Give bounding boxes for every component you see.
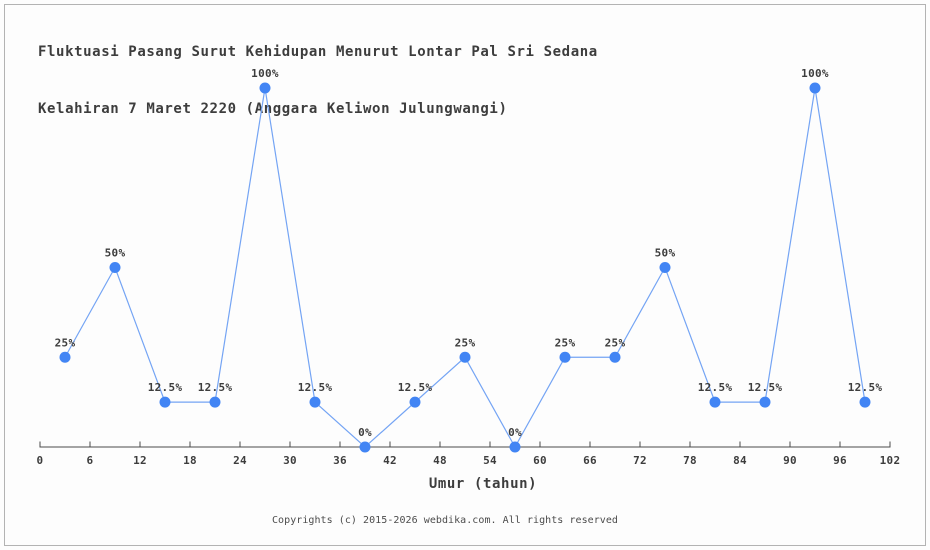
x-axis-tick-label: 48 bbox=[433, 454, 447, 467]
data-point-label: 100% bbox=[801, 67, 829, 80]
x-axis-tick-label: 102 bbox=[880, 454, 901, 467]
x-axis-tick-label: 84 bbox=[733, 454, 747, 467]
data-point-label: 50% bbox=[105, 247, 126, 260]
x-axis-tick-label: 36 bbox=[333, 454, 347, 467]
chart-title-line-2: Kelahiran 7 Maret 2220 (Anggara Keliwon … bbox=[38, 101, 508, 117]
data-point-label: 12.5% bbox=[398, 381, 433, 394]
x-axis-label: Umur (tahun) bbox=[428, 476, 538, 492]
data-point bbox=[859, 396, 871, 408]
data-point bbox=[509, 441, 521, 453]
data-point-label: 12.5% bbox=[148, 381, 183, 394]
data-point bbox=[809, 82, 821, 94]
data-point bbox=[759, 396, 771, 408]
data-point-label: 0% bbox=[358, 426, 372, 439]
data-point-label: 100% bbox=[251, 67, 279, 80]
x-axis-tick-label: 18 bbox=[183, 454, 197, 467]
chart-title: Fluktuasi Pasang Surut Kehidupan Menurut… bbox=[38, 5, 598, 157]
data-point-label: 50% bbox=[655, 247, 676, 260]
data-point-label: 12.5% bbox=[748, 381, 783, 394]
data-point-label: 12.5% bbox=[698, 381, 733, 394]
x-axis-tick-label: 54 bbox=[483, 454, 497, 467]
data-point bbox=[659, 262, 671, 273]
data-point-label: 25% bbox=[455, 336, 476, 349]
data-point bbox=[209, 396, 221, 408]
x-axis-tick-label: 12 bbox=[133, 454, 147, 467]
data-point bbox=[409, 396, 421, 408]
x-axis-tick-label: 0 bbox=[37, 454, 44, 467]
x-axis-tick-label: 30 bbox=[283, 454, 297, 467]
x-axis-tick-label: 6 bbox=[87, 454, 94, 467]
data-point bbox=[459, 351, 471, 363]
data-point bbox=[559, 351, 571, 363]
data-point-label: 12.5% bbox=[198, 381, 233, 394]
data-point bbox=[609, 351, 621, 363]
data-point bbox=[59, 351, 71, 363]
copyright-footer: Copyrights (c) 2015-2026 webdika.com. Al… bbox=[271, 515, 619, 526]
x-axis-tick-label: 78 bbox=[683, 454, 697, 467]
data-point bbox=[359, 441, 371, 453]
data-point-label: 12.5% bbox=[298, 381, 333, 394]
chart-title-line-1: Fluktuasi Pasang Surut Kehidupan Menurut… bbox=[38, 44, 598, 60]
data-point bbox=[309, 396, 321, 408]
data-point-label: 12.5% bbox=[848, 381, 883, 394]
x-axis-tick-label: 24 bbox=[233, 454, 247, 467]
x-axis-tick-label: 72 bbox=[633, 454, 647, 467]
data-point bbox=[259, 82, 271, 94]
data-point bbox=[709, 396, 721, 408]
data-point-label: 25% bbox=[555, 336, 576, 349]
data-point bbox=[159, 396, 171, 408]
x-axis-tick-label: 96 bbox=[833, 454, 847, 467]
x-axis-tick-label: 66 bbox=[583, 454, 597, 467]
data-point-label: 25% bbox=[605, 336, 626, 349]
x-axis-tick-label: 90 bbox=[783, 454, 797, 467]
x-axis-tick-label: 42 bbox=[383, 454, 397, 467]
data-point bbox=[109, 262, 121, 273]
data-point-label: 25% bbox=[55, 336, 76, 349]
x-axis-tick-label: 60 bbox=[533, 454, 547, 467]
series-line bbox=[64, 87, 866, 449]
data-point-label: 0% bbox=[508, 426, 522, 439]
